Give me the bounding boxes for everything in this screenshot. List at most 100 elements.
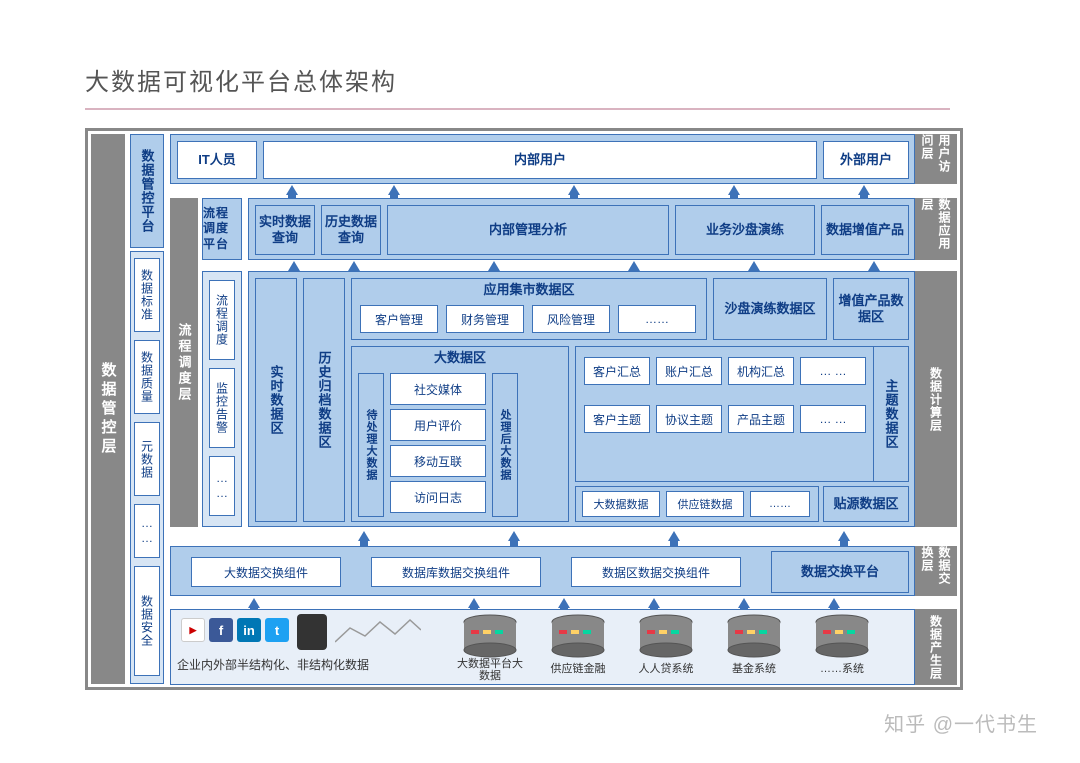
topic-item: 机构汇总 (728, 357, 794, 385)
watermark: 知乎 @一代书生 (884, 708, 1038, 737)
schedule-items: 流程调度 监控告警 …… (202, 271, 242, 527)
db-label: 基金系统 (717, 660, 791, 676)
topic-item: 客户主题 (584, 405, 650, 433)
exch-c3: 数据区数据交换组件 (571, 557, 741, 587)
arrow-icon (288, 261, 300, 271)
layer-source: 数据产生层 (915, 609, 957, 685)
access-it: IT人员 (177, 141, 257, 179)
topic-item: … … (800, 405, 866, 433)
near-src-item: …… (750, 491, 810, 517)
sandbox-data-area: 沙盘演练数据区 (713, 278, 827, 340)
arrow-icon (858, 185, 870, 195)
near-src-item: 大数据数据 (582, 491, 660, 517)
database-icon (637, 614, 695, 658)
arrow-icon (838, 531, 850, 541)
bigdata-area: 大数据区 待处理大数据 社交媒体 用户评价 移动互联 访问日志 处理后大数据 (351, 346, 569, 522)
rt-data-area: 实时数据区 (255, 278, 297, 522)
schedule-platform: 流程调度平台 (202, 198, 242, 260)
gov-item-metadata: 元数据 (134, 422, 160, 496)
access-external: 外部用户 (823, 141, 909, 179)
sched-item-3: …… (209, 456, 235, 516)
sched-item-1: 流程调度 (209, 280, 235, 360)
topic-item: 账户汇总 (656, 357, 722, 385)
arrow-icon (508, 531, 520, 541)
market-item: …… (618, 305, 696, 333)
schedule-layer: 流程调度层 (170, 198, 198, 527)
near-src-title: 贴源数据区 (823, 486, 909, 522)
arrow-icon (488, 261, 500, 271)
bigdata-title: 大数据区 (352, 349, 568, 367)
arrow-icon (558, 598, 570, 608)
near-src-items: 大数据数据 供应链数据 …… (575, 486, 819, 522)
market-item: 风险管理 (532, 305, 610, 333)
app-hist-query: 历史数据查询 (321, 205, 381, 255)
market-area: 应用集市数据区 客户管理 财务管理 风险管理 …… (351, 278, 707, 340)
layer-app: 数据应用层 (915, 198, 957, 260)
linkedin-icon: in (237, 618, 261, 642)
arrow-icon (286, 185, 298, 195)
exchange-row: 大数据交换组件 数据库数据交换组件 数据区数据交换组件 数据交换平台 (170, 546, 915, 596)
gov-item-standard: 数据标准 (134, 258, 160, 332)
database-icon (549, 614, 607, 658)
arrow-icon (388, 185, 400, 195)
database-icon (461, 614, 519, 658)
gov-item-quality: 数据质量 (134, 340, 160, 414)
database-icon (725, 614, 783, 658)
page-title: 大数据可视化平台总体架构 (85, 62, 397, 97)
gov-item-security: 数据安全 (134, 566, 160, 676)
topic-item: 产品主题 (728, 405, 794, 433)
app-row: 实时数据查询 历史数据查询 内部管理分析 业务沙盘演练 数据增值产品 (248, 198, 915, 260)
arrow-icon (568, 185, 580, 195)
arrow-icon (738, 598, 750, 608)
topic-item: … … (800, 357, 866, 385)
topic-title: 主题数据区 (873, 346, 909, 482)
exch-c2: 数据库数据交换组件 (371, 557, 541, 587)
youtube-icon: ▶ (181, 618, 205, 642)
arrow-icon (468, 598, 480, 608)
topic-item: 协议主题 (656, 405, 722, 433)
topic-item: 客户汇总 (584, 357, 650, 385)
market-item: 客户管理 (360, 305, 438, 333)
app-internal-mgmt: 内部管理分析 (387, 205, 669, 255)
layer-compute: 数据计算层 (915, 271, 957, 527)
unstruct-label: 企业内外部半结构化、非结构化数据 (177, 656, 369, 673)
topic-area-body: 客户汇总 账户汇总 机构汇总 … … 客户主题 协议主题 产品主题 … … (575, 346, 873, 482)
architecture-frame: 用户访问层 数据应用层 数据计算层 数据交换层 数据产生层 数据管控层 数据管控… (85, 128, 963, 690)
arrow-icon (728, 185, 740, 195)
db-label: 供应链金融 (541, 660, 615, 676)
market-title: 应用集市数据区 (352, 281, 706, 299)
governance-platform: 数据管控平台 (130, 134, 164, 248)
twitter-icon: t (265, 618, 289, 642)
arrow-icon (748, 261, 760, 271)
source-row: ▶ f in t 企业内外部半结构化、非结构化数据 大数据平台大数据 供应链金融… (170, 609, 915, 685)
arrow-icon (648, 598, 660, 608)
bigdata-item: 访问日志 (390, 481, 486, 513)
access-row: IT人员 内部用户 外部用户 (170, 134, 915, 184)
bigdata-processed: 处理后大数据 (492, 373, 518, 517)
bigdata-item: 用户评价 (390, 409, 486, 441)
market-item: 财务管理 (446, 305, 524, 333)
archive-area: 历史归档数据区 (303, 278, 345, 522)
bigdata-item: 移动互联 (390, 445, 486, 477)
db-label: 人人贷系统 (629, 660, 703, 676)
governance-items-container: 数据标准 数据质量 元数据 …… 数据安全 (130, 251, 164, 684)
app-sandbox: 业务沙盘演练 (675, 205, 815, 255)
app-value-add: 数据增值产品 (821, 205, 909, 255)
compute-row: 实时数据区 历史归档数据区 应用集市数据区 客户管理 财务管理 风险管理 …… … (248, 271, 915, 527)
arrow-icon (348, 261, 360, 271)
bigdata-item: 社交媒体 (390, 373, 486, 405)
chart-icon (335, 616, 421, 648)
exch-c1: 大数据交换组件 (191, 557, 341, 587)
db-label: ……系统 (805, 660, 879, 676)
app-rt-query: 实时数据查询 (255, 205, 315, 255)
layer-access: 用户访问层 (915, 134, 957, 184)
layer-exchange: 数据交换层 (915, 546, 957, 596)
value-data-area: 增值产品数据区 (833, 278, 909, 340)
title-divider (85, 108, 950, 110)
database-icon (813, 614, 871, 658)
access-internal: 内部用户 (263, 141, 817, 179)
facebook-icon: f (209, 618, 233, 642)
arrow-icon (868, 261, 880, 271)
gov-item-more: …… (134, 504, 160, 558)
arrow-icon (358, 531, 370, 541)
